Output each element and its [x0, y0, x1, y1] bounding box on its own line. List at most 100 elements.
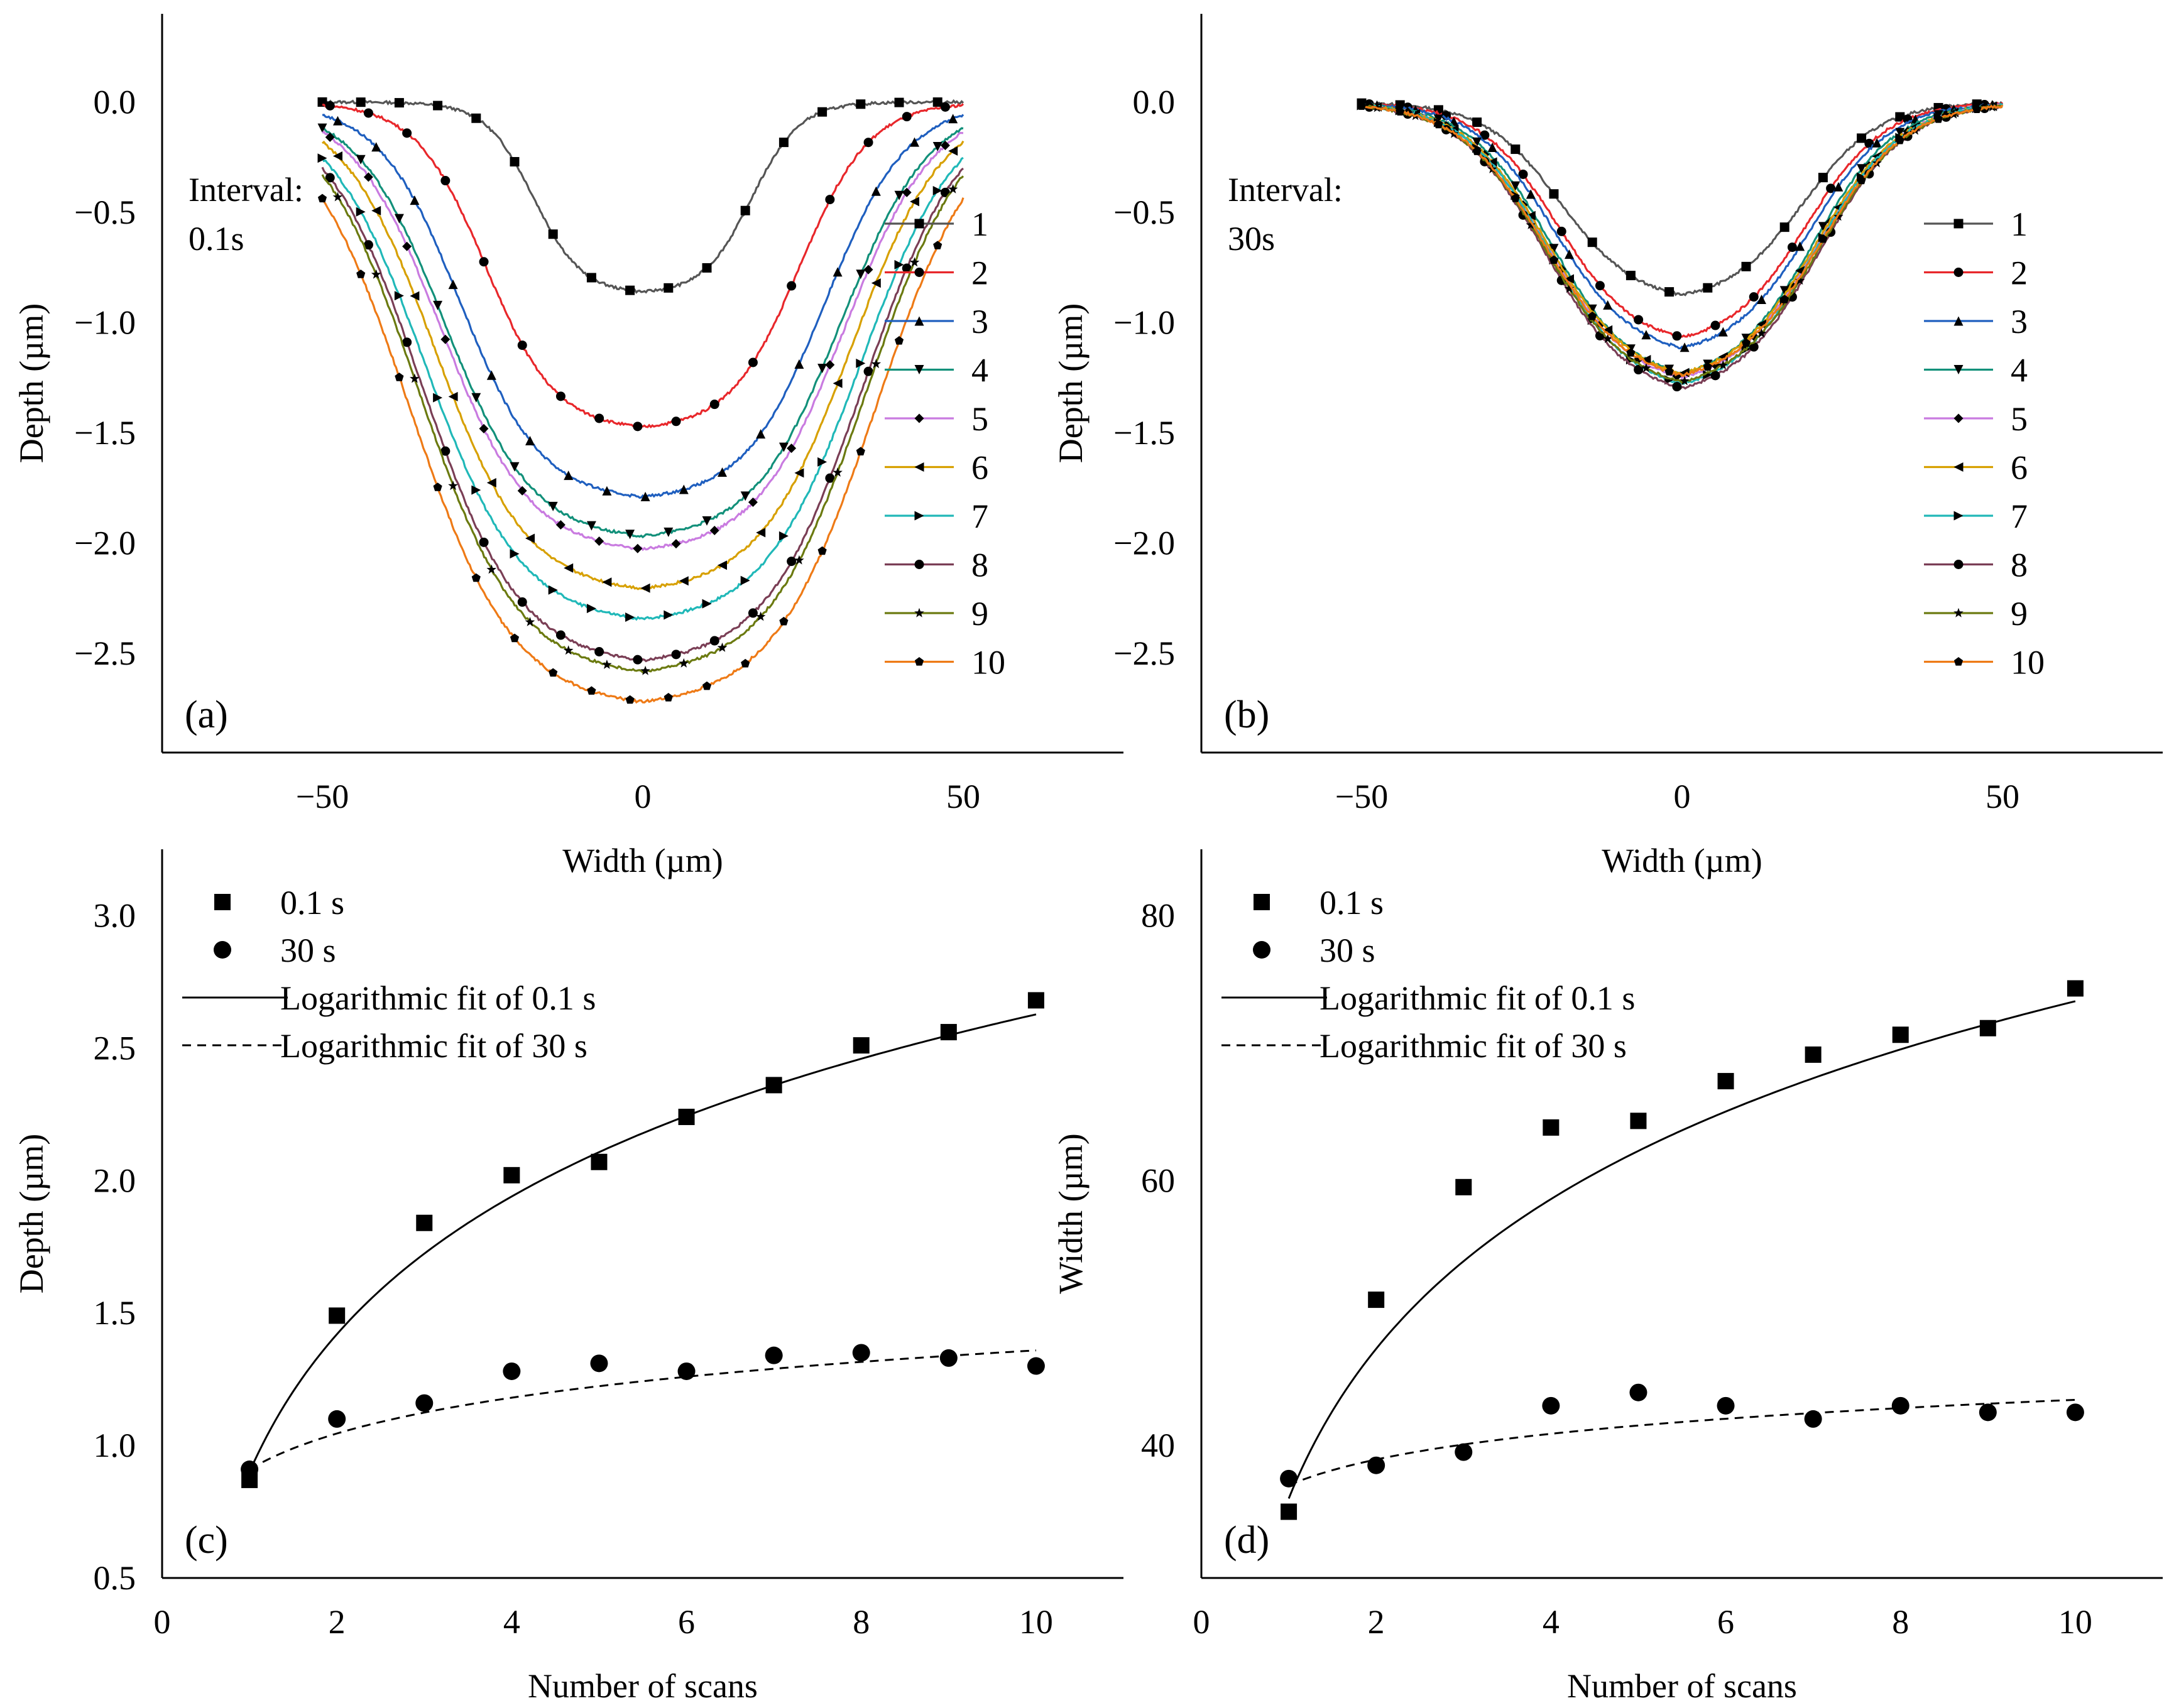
data-point-scan-8: [1672, 382, 1682, 392]
legend-label: 8: [971, 547, 988, 584]
y-axis-label: Depth (µm): [1052, 303, 1090, 464]
data-point-scan-3: [448, 280, 458, 290]
data-point-scan-2: [594, 413, 604, 423]
data-point-scan-8: [594, 646, 604, 656]
legend-label: 0.1 s: [1319, 884, 1384, 922]
legend-marker-scan-7: [1953, 511, 1964, 521]
data-point-scan-4: [779, 442, 789, 452]
data-point-scan-1: [1818, 173, 1828, 183]
data-point-scan-9: [371, 269, 381, 279]
data-point-scan-7: [894, 259, 904, 269]
x-axis-label: Width (µm): [562, 842, 723, 879]
data-point-scan-10: [1357, 101, 1367, 110]
data-point-scan-9: [410, 373, 420, 383]
legend-marker-scan-8: [1953, 560, 1964, 569]
scatter-series-group: [241, 992, 1045, 1488]
data-point-scan-9: [332, 192, 343, 202]
y-tick-label: 2.0: [94, 1161, 136, 1199]
data-point-0.1s: [1892, 1026, 1909, 1043]
profile-line-scan-4: [1361, 102, 2003, 376]
data-point-0.1s: [329, 1307, 346, 1324]
chart-axes: [1200, 14, 2163, 754]
data-point-scan-5: [671, 539, 681, 549]
chart-axes: [161, 14, 1123, 754]
data-point-30s: [765, 1346, 783, 1364]
data-point-scan-10: [702, 681, 712, 690]
y-tick-label: −0.5: [74, 193, 136, 231]
data-point-scan-10: [549, 668, 558, 677]
legend-label: 5: [2011, 400, 2028, 438]
data-point-scan-2: [517, 340, 527, 351]
data-point-scan-1: [356, 97, 366, 107]
data-point-scan-2: [1518, 169, 1528, 179]
data-point-scan-10: [1511, 193, 1520, 202]
legend-label: 2: [2011, 254, 2028, 292]
data-point-scan-3: [486, 370, 496, 380]
profile-series-group: [1357, 98, 2004, 392]
legend-label: 4: [971, 352, 988, 389]
data-point-scan-4: [394, 214, 404, 224]
x-tick-label: 2: [1368, 1603, 1385, 1641]
x-tick-label: 50: [946, 778, 980, 815]
data-point-scan-7: [932, 186, 942, 195]
data-point-scan-10: [933, 241, 942, 249]
data-point-scan-2: [1749, 292, 1759, 302]
data-point-scan-2: [479, 257, 489, 267]
y-axis-label: Width (µm): [1052, 1133, 1090, 1293]
data-point-scan-3: [910, 137, 919, 147]
data-point-scan-10: [1703, 362, 1712, 371]
profile-line-scan-7: [1360, 103, 2003, 385]
legend-label: Logarithmic fit of 0.1 s: [1319, 979, 1635, 1017]
data-point-scan-2: [1480, 130, 1490, 140]
data-point-scan-1: [433, 101, 443, 111]
data-point-scan-6: [871, 278, 881, 288]
data-point-scan-8: [1634, 365, 1644, 375]
data-point-scan-8: [825, 473, 835, 483]
data-point-scan-5: [363, 172, 373, 182]
data-point-scan-4: [548, 501, 558, 511]
data-point-scan-2: [325, 101, 335, 111]
data-point-scan-8: [709, 636, 719, 646]
data-point-scan-1: [1741, 261, 1751, 271]
data-point-30s: [415, 1394, 434, 1412]
data-point-scan-1: [664, 283, 674, 293]
x-tick-label: 50: [1986, 778, 2019, 815]
legend-label: 9: [971, 595, 988, 633]
data-point-0.1s: [1979, 1020, 1996, 1036]
data-point-scan-6: [525, 533, 535, 543]
data-point-scan-1: [702, 263, 712, 273]
legend-marker-scan-3: [1953, 316, 1964, 326]
data-point-scan-6: [1680, 367, 1690, 378]
chart-panel-a: −50 0 50 0.0 −0.5 −1.0 −1.5 −2.0 −2.5 Wi…: [13, 14, 1123, 879]
data-point-0.1s: [2067, 980, 2084, 997]
profile-line-scan-3: [322, 114, 964, 499]
data-point-scan-8: [633, 655, 643, 665]
data-point-scan-10: [779, 616, 789, 626]
data-point-0.1s: [765, 1077, 782, 1094]
y-tick-labels: 0.0 −0.5 −1.0 −1.5 −2.0 −2.5: [1113, 83, 1175, 672]
data-point-scan-9: [563, 645, 574, 655]
data-point-0.1s: [1281, 1503, 1298, 1520]
data-point-scan-8: [671, 650, 681, 660]
data-point-scan-6: [679, 576, 689, 586]
data-point-scan-8: [1710, 371, 1720, 381]
data-point-scan-2: [402, 128, 412, 138]
x-tick-label: 8: [853, 1603, 870, 1641]
y-tick-label: −2.5: [1113, 634, 1175, 672]
data-point-scan-5: [517, 486, 527, 496]
y-tick-label: 60: [1141, 1161, 1175, 1199]
y-tick-label: −2.5: [74, 634, 136, 672]
panel-label: (a): [185, 694, 228, 736]
data-point-scan-10: [1664, 367, 1674, 376]
legend-label: 10: [2011, 644, 2045, 682]
data-point-scan-2: [440, 176, 451, 186]
data-point-scan-9: [1680, 376, 1690, 386]
data-point-scan-4: [317, 123, 327, 133]
data-point-scan-3: [410, 195, 420, 205]
data-point-scan-2: [1787, 242, 1797, 253]
chart-axes: [1200, 849, 2163, 1579]
profile-line-scan-10: [321, 197, 964, 704]
data-point-scan-2: [825, 195, 835, 205]
data-point-scan-9: [755, 611, 766, 621]
data-point-scan-3: [1487, 143, 1497, 152]
